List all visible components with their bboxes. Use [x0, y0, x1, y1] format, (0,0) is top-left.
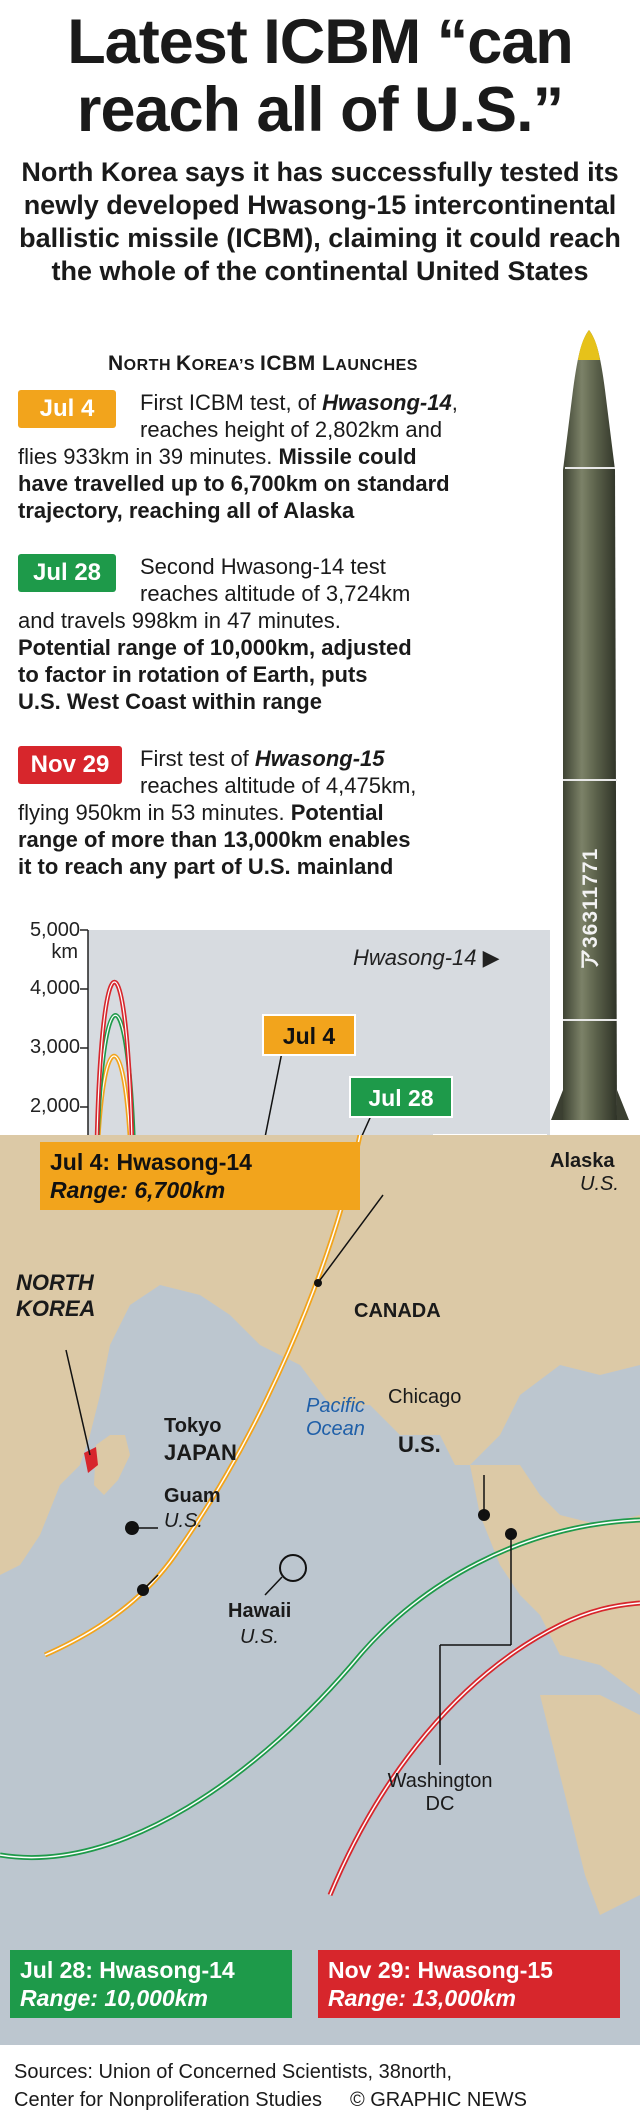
test-trajectory-highlight — [95, 981, 134, 1226]
footer-copyright: © GRAPHIC NEWS — [349, 2089, 527, 2111]
range-value: Range: 10,000km — [20, 1985, 208, 2011]
legend-label: Hwasong-14 ▶ — [353, 945, 500, 970]
heading-part: OREA’S — [191, 357, 261, 374]
y-tick-label: 4,000 — [30, 977, 80, 999]
entry-text: have travelled up to 6,700km on standard — [18, 471, 450, 496]
launch-entry-jul4: First ICBM test, of Hwasong-14, reaches … — [18, 389, 528, 524]
map-label-us: U.S. — [398, 1432, 441, 1457]
range-title: Jul 28: Hwasong-14 — [20, 1957, 235, 1983]
entry-text: Hwasong-14 — [322, 390, 452, 415]
missile-serial: ア36311771 — [579, 848, 602, 970]
range-value: Range: 13,000km — [328, 1985, 516, 2011]
map-label-guam: Guam — [164, 1485, 221, 1507]
page-title: Latest ICBM “can reach all of U.S.” — [0, 8, 640, 144]
y-tick-label: 3,000 — [30, 1036, 80, 1058]
range-box-jul28: Jul 28: Hwasong-14 Range: 10,000km — [10, 1950, 292, 2018]
heading-part: AUNCHES — [335, 357, 418, 374]
badge-label: Jul 4 — [39, 395, 95, 422]
entry-text: Hwasong-15 — [254, 746, 385, 771]
entry-text: U.S. West Coast within range — [18, 689, 322, 714]
entry-text: range of more than 13,000km enables — [18, 827, 411, 852]
title-line-2: reach all of U.S.” — [76, 75, 564, 145]
map-label-pacific: Pacific Ocean — [306, 1395, 365, 1440]
callout-badge — [349, 1076, 453, 1118]
map-label-alaska: Alaska — [550, 1150, 615, 1172]
y-unit-label: km — [51, 941, 78, 963]
map-label-hawaii-us: U.S. — [240, 1626, 279, 1648]
entry-text: First ICBM test, of — [140, 390, 323, 415]
missile-illustration: ア36311771 — [551, 330, 629, 1120]
launches-heading: NORTH KOREA’S ICBM LAUNCHES — [108, 352, 528, 376]
entry-text: Missile could — [278, 444, 417, 469]
badge-jul28: Jul 28 — [18, 554, 116, 592]
map-label-alaska-us: U.S. — [580, 1173, 619, 1195]
title-line-1: Latest ICBM “can — [67, 7, 574, 77]
badge-label: Jul 28 — [32, 559, 102, 586]
map-label-japan: JAPAN — [164, 1440, 237, 1465]
footer-line-1: Sources: Union of Concerned Scientists, … — [14, 2061, 453, 2083]
callout-label: Jul 4 — [283, 1023, 336, 1049]
callout-badge — [262, 1014, 356, 1056]
badge-label: Nov 29 — [30, 751, 110, 778]
entry-text: reaches altitude of 4,475km, — [140, 773, 417, 798]
map-label-chicago: Chicago — [388, 1386, 462, 1408]
footer-sources-text: Center for Nonproliferation Studies — [14, 2089, 322, 2111]
badge-nov29: Nov 29 — [18, 746, 122, 784]
map-label-canada: CANADA — [354, 1300, 441, 1322]
entry-text: Potential — [290, 800, 384, 825]
range-box-jul4: Jul 4: Hwasong-14 Range: 6,700km — [40, 1142, 360, 1210]
footer-sources: Sources: Union of Concerned Scientists, … — [14, 2058, 634, 2114]
map-label-guam-us: U.S. — [164, 1510, 203, 1532]
entry-text: Second Hwasong-14 test — [140, 554, 386, 579]
heading-part: N — [108, 352, 124, 375]
launch-entry-jul28: Second Hwasong-14 test reaches altitude … — [18, 553, 528, 715]
badge-jul4: Jul 4 — [18, 390, 116, 428]
entry-text: reaches height of 2,802km and — [140, 417, 443, 442]
y-tick-label: 2,000 — [30, 1095, 80, 1117]
map-label-hawaii: Hawaii — [228, 1600, 292, 1622]
entry-text: it to reach any part of U.S. mainland — [18, 854, 394, 879]
heading-part: ORTH — [123, 357, 176, 374]
entry-text: First test of — [140, 746, 255, 771]
range-value: Range: 6,700km — [50, 1177, 226, 1203]
entry-text: trajectory, reaching all of Alaska — [18, 498, 355, 523]
entry-text: flies 933km in 39 minutes. — [18, 444, 279, 469]
entry-text: Potential range of 10,000km, adjusted — [18, 635, 412, 660]
callout-label: Jul 28 — [368, 1085, 433, 1111]
launch-entry-nov29: First test of Hwasong-15 reaches altitud… — [18, 745, 528, 880]
map-label-north-korea: NORTH KOREA — [16, 1270, 96, 1321]
heading-part: K — [175, 352, 192, 375]
footer-line-2: Center for Nonproliferation Studies © GRA… — [14, 2086, 634, 2114]
range-title: Nov 29: Hwasong-15 — [328, 1957, 553, 1983]
y-tick-label: 5,000 — [30, 919, 80, 941]
range-box-nov29: Nov 29: Hwasong-15 Range: 13,000km — [318, 1950, 620, 2018]
entry-text: , — [451, 390, 458, 415]
map-label-tokyo: Tokyo — [164, 1415, 222, 1437]
entry-text: flying 950km in 53 minutes. — [18, 800, 291, 825]
map-label-washington: Washington DC — [387, 1770, 493, 1815]
subtitle: North Korea says it has successfully tes… — [19, 157, 621, 286]
entry-text: and travels 998km in 47 minutes. — [18, 608, 341, 633]
range-title: Jul 4: Hwasong-14 — [50, 1149, 252, 1175]
range-map — [0, 1135, 640, 2045]
entry-text: reaches altitude of 3,724km — [140, 581, 411, 606]
entry-text: to factor in rotation of Earth, puts — [18, 662, 368, 687]
heading-part: ICBM L — [260, 352, 336, 375]
